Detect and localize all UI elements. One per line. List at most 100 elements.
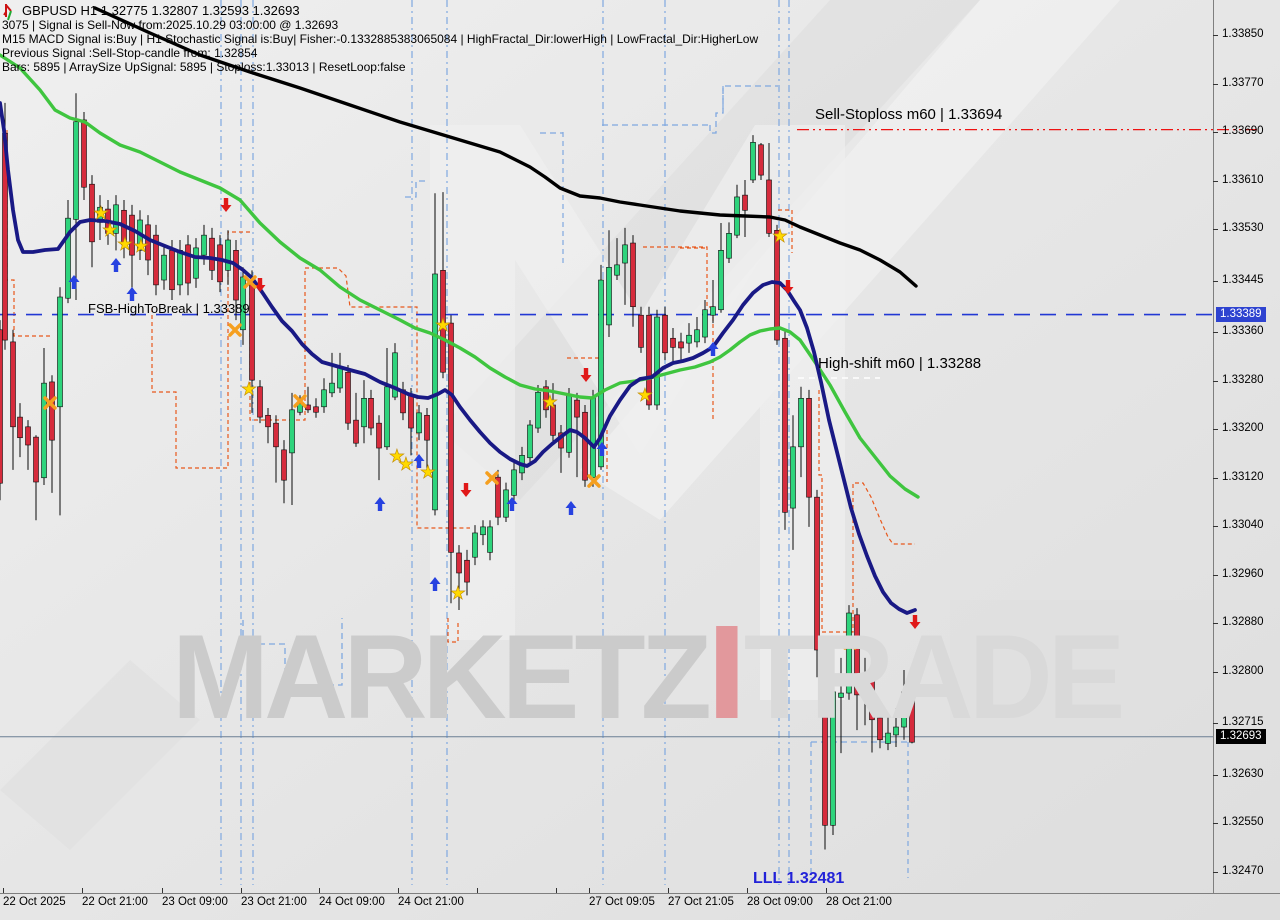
- star-signal-icon: ★: [389, 446, 405, 466]
- candle-body-bearish: [854, 614, 860, 696]
- price-axis-label: 1.33770: [1222, 76, 1264, 89]
- candle-body-bearish: [273, 422, 279, 448]
- time-axis-tick: [747, 888, 748, 893]
- candle-body-bearish: [822, 647, 828, 826]
- previous-signal-line: Previous Signal :Sell-Stop-candle from: …: [2, 46, 258, 60]
- candle-body-bearish: [209, 237, 215, 271]
- candle-body-bullish: [830, 691, 836, 826]
- time-axis-label: 24 Oct 09:00: [319, 896, 385, 908]
- price-axis-label: 1.32550: [1222, 816, 1264, 829]
- sell-arrow-icon: [460, 483, 472, 497]
- candle-body-bearish: [81, 119, 87, 188]
- price-axis-tick: [1213, 280, 1218, 282]
- star-signal-icon: ★: [102, 220, 118, 240]
- candle-body-bullish: [193, 247, 199, 279]
- candle-body-bullish: [240, 276, 246, 331]
- candle-body-bullish: [201, 234, 207, 256]
- star-signal-icon: ★: [542, 392, 558, 412]
- buy-arrow-icon: [707, 342, 719, 356]
- candle-body-bearish: [550, 404, 556, 436]
- cross-exit-icon: [485, 471, 499, 485]
- candle-body-bullish: [337, 367, 343, 389]
- price-axis-label: 1.33850: [1222, 28, 1264, 40]
- sell-arrow-icon: [580, 368, 592, 382]
- candle-body-bearish: [424, 414, 430, 441]
- price-axis-tick: [1213, 723, 1218, 725]
- candle-body-bullish: [654, 316, 660, 406]
- candle-body-bearish: [265, 414, 271, 428]
- slow-ma-line: [93, 6, 918, 288]
- candle-body-bullish: [177, 250, 183, 286]
- price-axis-tick: [1213, 574, 1218, 576]
- candle-body-bearish: [456, 552, 462, 574]
- candle-body-bearish: [448, 322, 454, 553]
- channel-step-dash: [405, 180, 428, 198]
- candle-body-bearish: [376, 422, 382, 449]
- cross-exit-icon: [43, 396, 57, 410]
- candle-body-bearish: [408, 394, 414, 429]
- candle-body-bullish: [416, 412, 422, 434]
- candle-body-bullish: [487, 526, 493, 553]
- candle-body-bearish: [145, 224, 151, 261]
- price-axis-label: 1.32800: [1222, 664, 1264, 677]
- candle-body-bearish: [89, 183, 95, 243]
- time-axis-tick: [398, 888, 399, 893]
- star-signal-icon: ★: [398, 454, 414, 474]
- candle-body-bearish: [0, 329, 3, 484]
- buy-arrow-icon: [413, 454, 425, 468]
- candle-body-bullish: [846, 612, 852, 694]
- candle-body-bullish: [113, 204, 119, 234]
- candle-body-bearish: [17, 416, 23, 439]
- candle-body-bearish: [257, 386, 263, 418]
- price-axis-label: 1.33040: [1222, 519, 1264, 532]
- time-axis[interactable]: 22 Oct 2025 22 Oct 21:00 23 Oct 09:00 23 Oc…: [0, 888, 1280, 920]
- price-axis-label: 1.33690: [1222, 125, 1264, 138]
- buy-arrow-icon: [596, 442, 608, 456]
- price-axis-tick: [1213, 623, 1218, 625]
- time-axis-label: 28 Oct 21:00: [826, 896, 892, 908]
- candle-body-bullish: [885, 732, 891, 744]
- sell-arrow-icon: [782, 280, 794, 294]
- price-axis[interactable]: 1.33850 1.33770 1.33690 1.33610 1.33530 1.334…: [1213, 0, 1280, 893]
- time-axis-tick: [241, 888, 242, 893]
- price-axis-tick: [1213, 35, 1218, 36]
- candle-body-bullish: [606, 266, 612, 326]
- price-axis-label: 1.32715: [1222, 716, 1264, 729]
- time-axis-tick: [826, 888, 827, 893]
- price-axis-border: [1213, 0, 1214, 893]
- price-axis-tick: [1213, 332, 1218, 334]
- candle-body-bearish: [233, 250, 239, 301]
- trailing-stop-dash: [818, 390, 915, 633]
- trailing-stop-dash: [643, 246, 714, 420]
- candle-body-bullish: [321, 389, 327, 408]
- candle-body-bullish: [790, 446, 796, 509]
- sell-stoploss-annotation: Sell-Stoploss m60 | 1.33694: [815, 106, 1003, 123]
- trailing-stop-dash: [778, 209, 793, 253]
- price-axis-label: 1.33360: [1222, 325, 1264, 338]
- candle-body-bearish: [766, 179, 772, 234]
- star-signal-icon: ★: [420, 462, 436, 482]
- candle-body-bearish: [630, 242, 636, 308]
- candlestick-icon: [3, 4, 12, 21]
- candle-body-bearish: [806, 398, 812, 498]
- time-axis-label: 24 Oct 21:00: [398, 896, 464, 908]
- time-axis-tick: [589, 888, 590, 893]
- buy-arrow-icon: [110, 258, 122, 272]
- price-axis-label: 1.33200: [1222, 422, 1264, 435]
- fsb-high-to-break-annotation: FSB-HighToBreak | 1.33389: [88, 301, 250, 316]
- candle-body-bullish: [686, 334, 692, 344]
- watermark-left-text: MARKETZ: [172, 610, 712, 744]
- candle-body-bearish: [464, 559, 470, 583]
- sell-arrow-icon: [220, 198, 232, 212]
- price-axis-label: 1.33445: [1222, 273, 1264, 286]
- high-shift-annotation: High-shift m60 | 1.33288: [818, 355, 982, 372]
- price-axis-label: 1.33120: [1222, 470, 1264, 483]
- candle-body-bearish: [25, 426, 31, 446]
- candle-body-bearish: [574, 399, 580, 418]
- candle-body-bearish: [782, 337, 788, 513]
- star-signal-icon: ★: [93, 203, 109, 223]
- candle-body-bullish: [384, 386, 390, 448]
- sell-arrow-icon: [909, 615, 921, 629]
